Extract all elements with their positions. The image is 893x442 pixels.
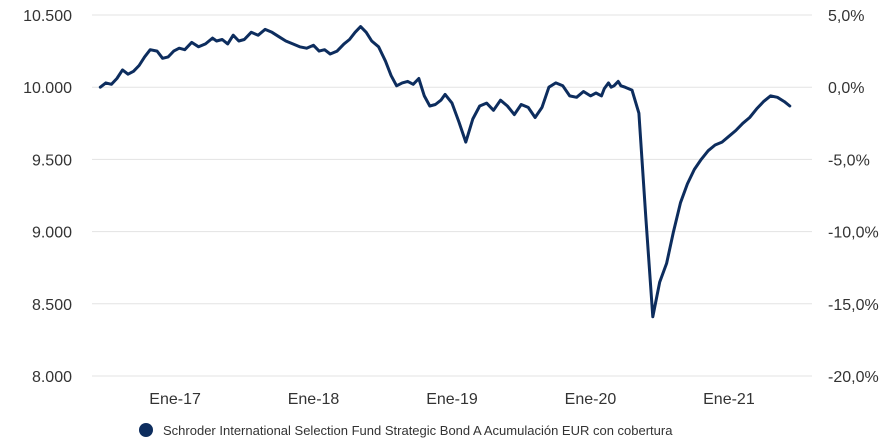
y-tick-label: 8.500 xyxy=(32,297,72,314)
y-tick-label: 10.500 xyxy=(23,8,72,25)
legend-label: Schroder International Selection Fund St… xyxy=(163,423,673,438)
y2-tick-label: 0,0% xyxy=(828,80,864,97)
x-tick-label: Ene-17 xyxy=(149,391,201,408)
y-tick-label: 9.500 xyxy=(32,152,72,169)
gridlines xyxy=(92,14,812,377)
y-tick-label: 8.000 xyxy=(32,369,72,386)
series-group xyxy=(98,25,792,319)
y2-tick-label: -15,0% xyxy=(828,297,879,314)
y-tick-label: 10.000 xyxy=(23,80,72,97)
legend[interactable]: Schroder International Selection Fund St… xyxy=(139,423,673,438)
y2-tick-label: 5,0% xyxy=(828,8,864,25)
series-line xyxy=(98,25,792,319)
x-tick-label: Ene-21 xyxy=(703,391,755,408)
y2-tick-label: -20,0% xyxy=(828,369,879,386)
x-tick-label: Ene-19 xyxy=(426,391,478,408)
y-axis-left: 10.500 10.000 9.500 9.000 8.500 8.000 xyxy=(23,8,72,386)
y-tick-label: 9.000 xyxy=(32,225,72,242)
x-axis: Ene-17 Ene-18 Ene-19 Ene-20 Ene-21 xyxy=(149,391,755,408)
y2-tick-label: -10,0% xyxy=(828,225,879,242)
legend-marker xyxy=(139,423,153,437)
y-axis-right: 5,0% 0,0% -5,0% -10,0% -15,0% -20,0% xyxy=(828,8,879,386)
y2-tick-label: -5,0% xyxy=(828,152,870,169)
x-tick-label: Ene-18 xyxy=(288,391,340,408)
x-tick-label: Ene-20 xyxy=(565,391,617,408)
